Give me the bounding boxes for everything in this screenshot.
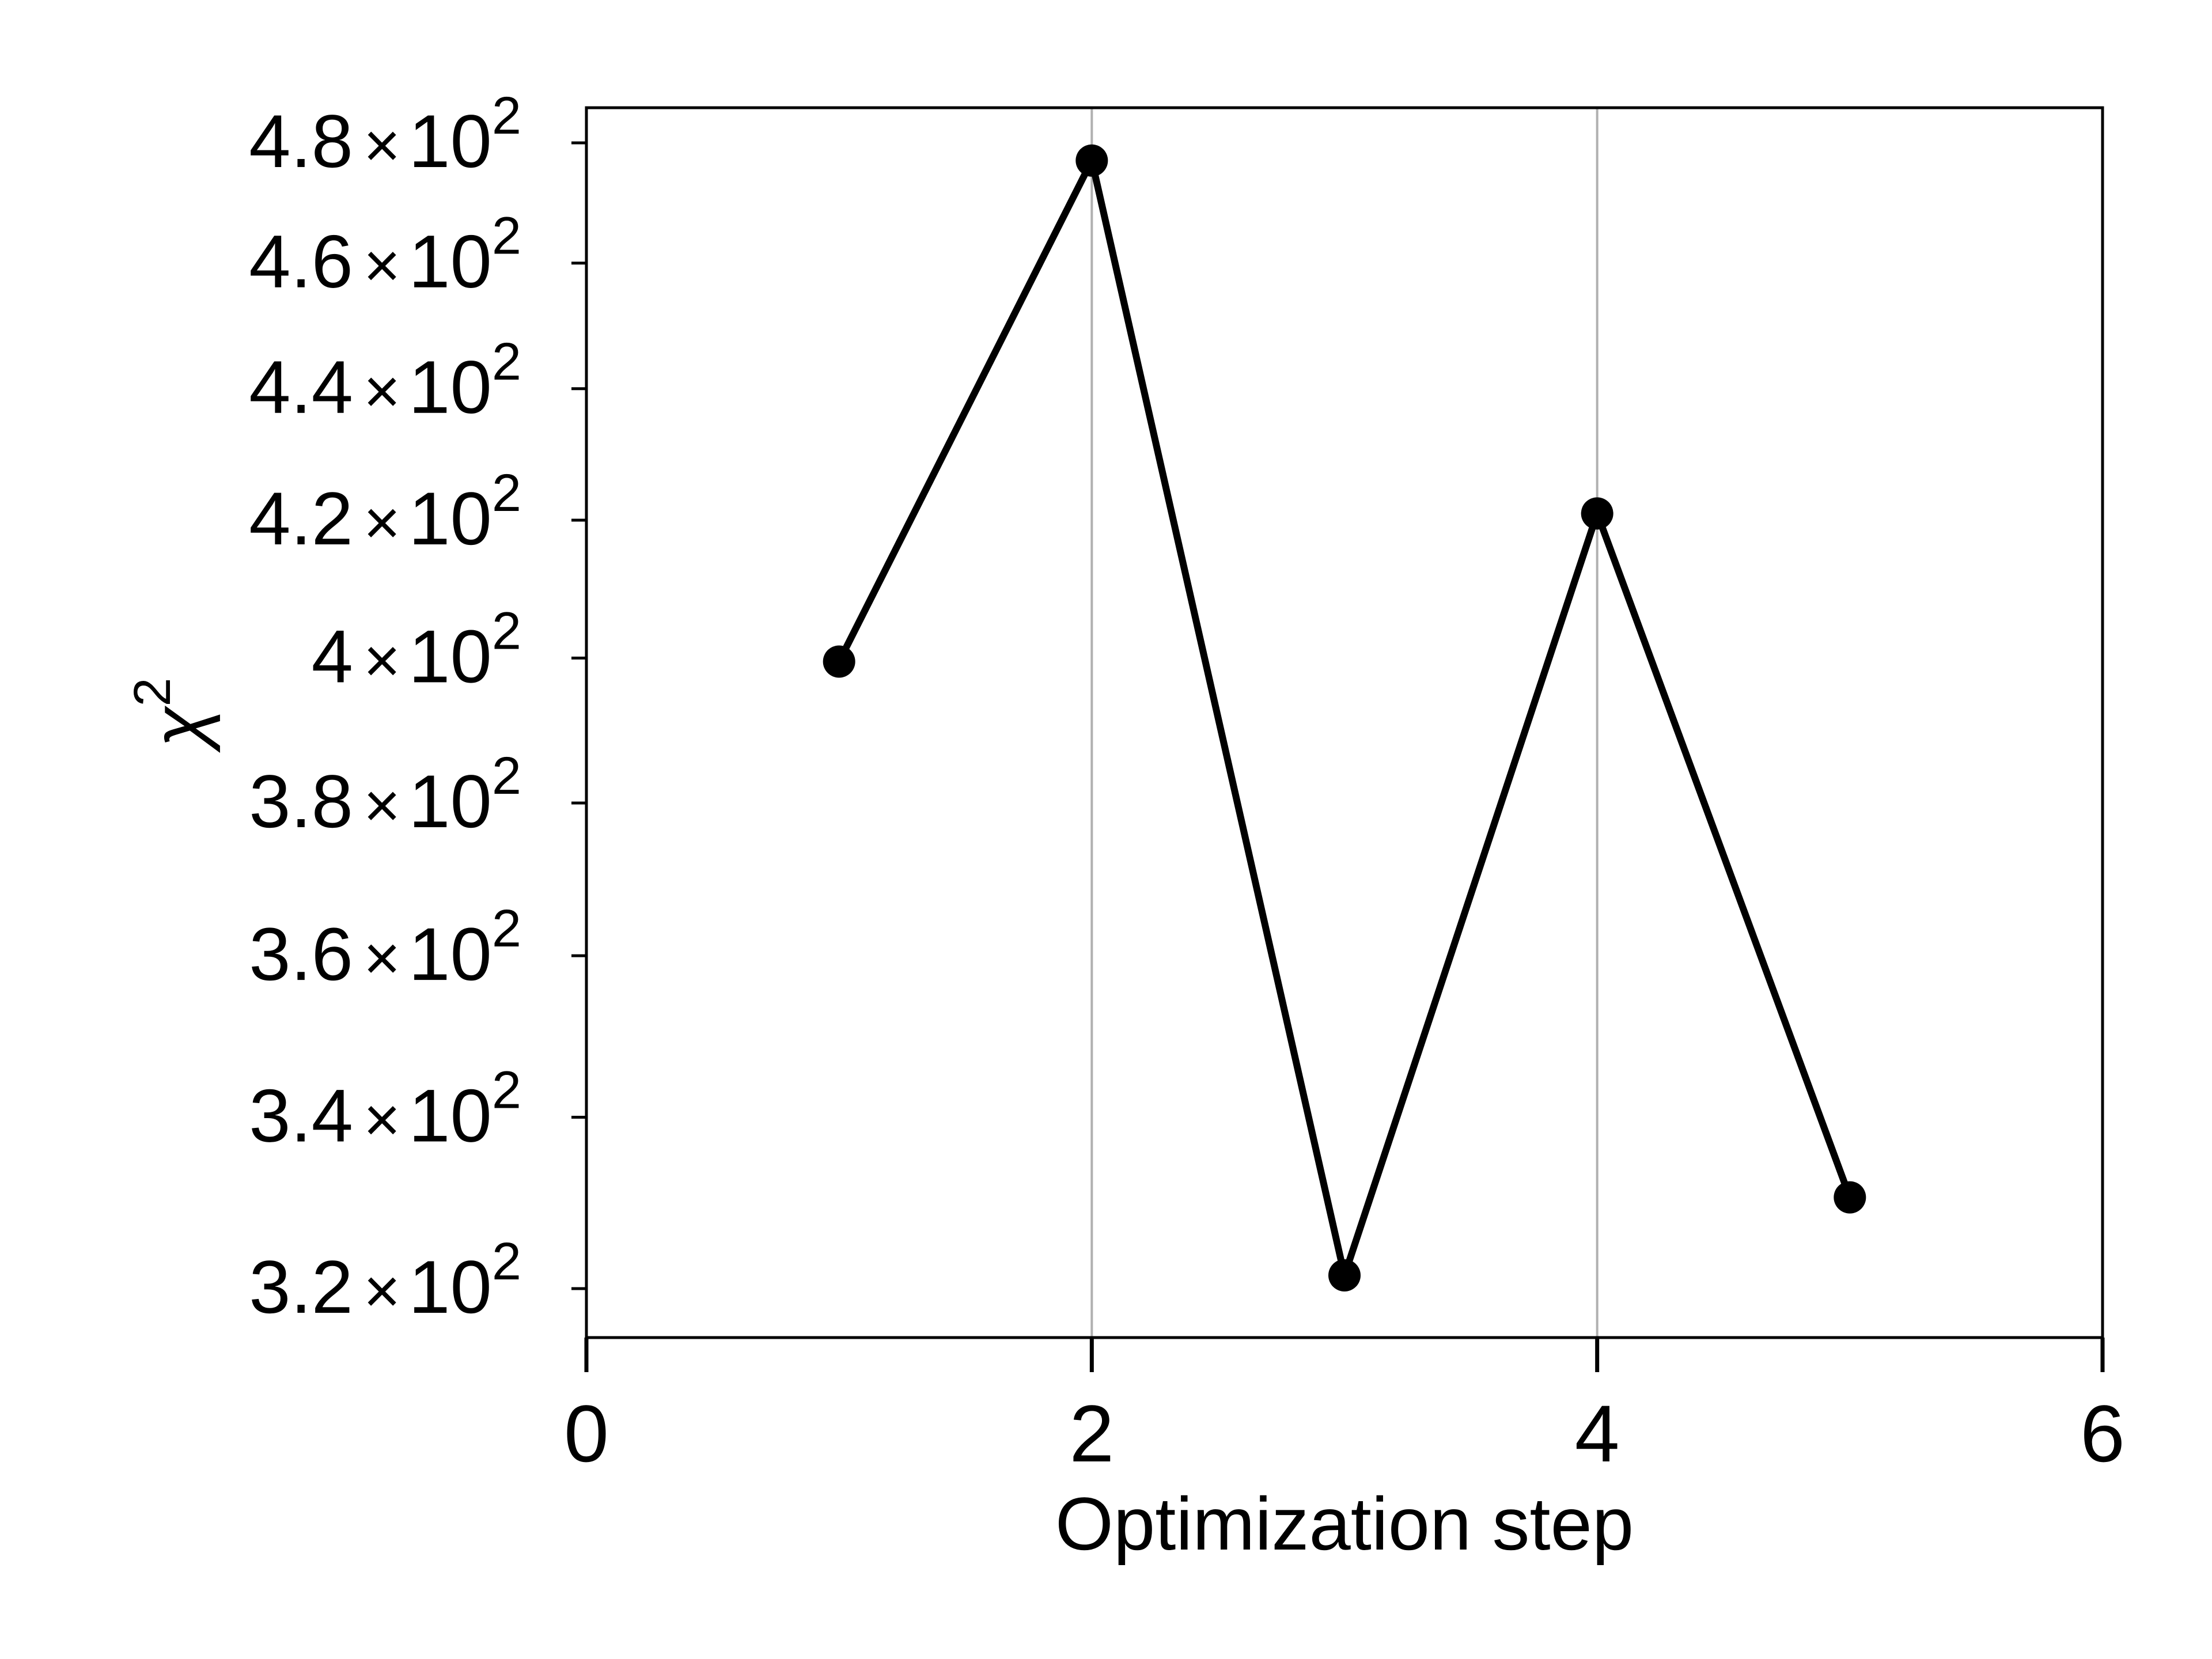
data-point: [1075, 144, 1108, 177]
series-line: [836, 150, 1853, 1289]
y-tick-label: 4.8 × 102: [249, 86, 521, 183]
y-tick-label: 4 × 102: [312, 601, 521, 698]
data-point: [823, 645, 855, 678]
plot-frame: [585, 106, 2104, 1339]
y-tick-label: 4.2 × 102: [249, 464, 521, 560]
x-tick-label: 4: [1575, 1388, 1620, 1479]
y-tick-label: 3.6 × 102: [249, 899, 521, 996]
x-tick-label: 0: [564, 1388, 609, 1479]
y-axis: 3.2 × 102 3.4 × 102 3.6 × 102 3.8 × 102 4 × 102 4.2 × 102…: [249, 86, 586, 1329]
data-series: [823, 144, 1866, 1292]
y-tick-label: 3.8 × 102: [249, 747, 521, 843]
y-axis-title-group: χ2: [124, 677, 221, 753]
y-tick-label: 4.4 × 102: [249, 332, 521, 429]
x-tick-label: 2: [1069, 1388, 1114, 1479]
grid-lines: [1090, 108, 1599, 1338]
y-axis-title-exponent: 2: [124, 677, 181, 706]
data-point: [1581, 497, 1613, 530]
y-axis-title: χ: [137, 706, 221, 753]
y-tick-label: 3.2 × 102: [249, 1232, 521, 1329]
data-point: [1328, 1259, 1361, 1292]
data-point: [1834, 1181, 1866, 1214]
x-axis: 0 2 4 6: [564, 1338, 2125, 1479]
x-tick-label: 6: [2080, 1388, 2125, 1479]
svg-text:χ2: χ2: [124, 677, 221, 753]
y-tick-label: 4.6 × 102: [249, 207, 521, 304]
y-tick-label: 3.4 × 102: [249, 1061, 521, 1158]
x-axis-title: Optimization step: [1055, 1482, 1634, 1566]
